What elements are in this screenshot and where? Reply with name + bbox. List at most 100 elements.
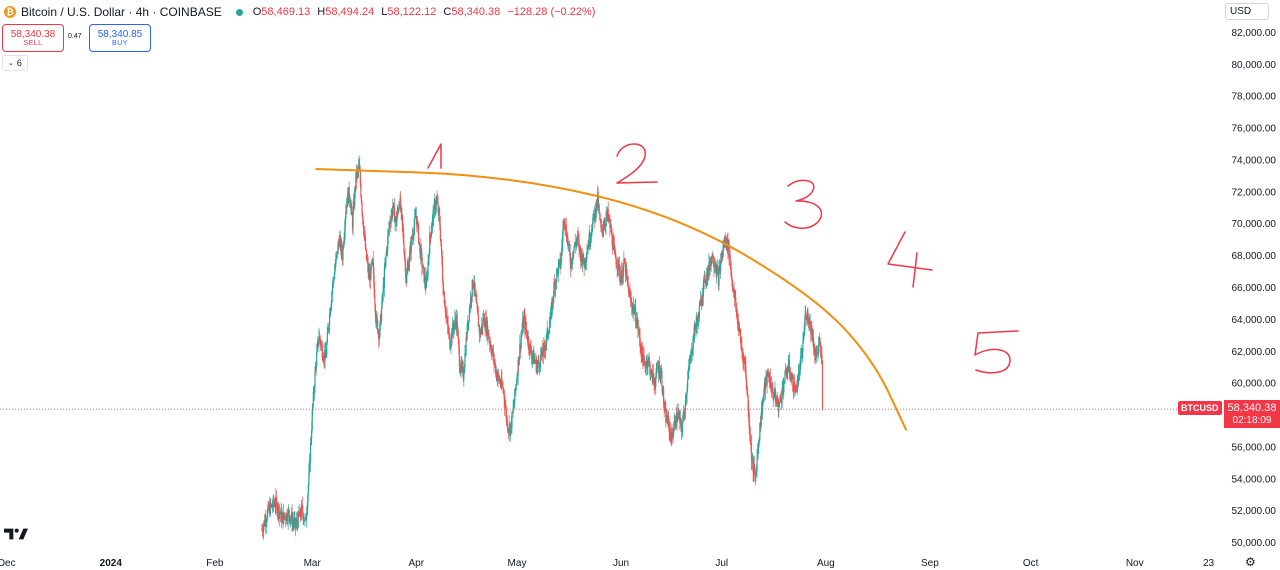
- symbol-title[interactable]: Bitcoin / U.S. Dollar · 4h · COINBASE: [21, 5, 222, 19]
- candle-body: [521, 330, 523, 335]
- candle: [666, 408, 668, 423]
- candle: [441, 256, 444, 284]
- buy-button[interactable]: 58,340.85 BUY: [89, 24, 151, 52]
- currency-select[interactable]: USD: [1225, 3, 1269, 20]
- candle: [384, 257, 387, 270]
- gear-icon[interactable]: ⚙: [1245, 555, 1256, 569]
- candle: [444, 300, 446, 308]
- time-tick-label: Jun: [613, 558, 629, 569]
- candle-body: [406, 272, 408, 283]
- candle-body: [360, 183, 362, 197]
- candle-body: [614, 250, 616, 252]
- candle-body: [771, 383, 773, 387]
- handwritten-number-4[interactable]: 4: [0, 0, 933, 288]
- candle-body: [593, 213, 595, 215]
- candle: [592, 213, 594, 225]
- candle-body: [744, 359, 746, 365]
- candle: [280, 503, 283, 529]
- annotations-layer[interactable]: 12345: [0, 0, 1019, 431]
- candle: [461, 356, 463, 373]
- candle-body: [785, 368, 787, 374]
- candle-body: [408, 262, 410, 270]
- candle-body: [404, 257, 406, 263]
- candle-body: [283, 512, 285, 524]
- candle-body: [330, 308, 332, 315]
- candle: [702, 279, 704, 306]
- handwritten-number-2[interactable]: 2: [0, 0, 658, 184]
- candle: [615, 253, 617, 270]
- candle-body: [410, 238, 412, 253]
- candle-body: [536, 366, 538, 373]
- price-tick-label: 52,000.00: [1232, 506, 1277, 517]
- candle: [312, 404, 314, 418]
- candle: [444, 299, 446, 318]
- candle-body: [565, 224, 567, 236]
- candle-body: [680, 418, 682, 424]
- candle: [293, 511, 295, 530]
- candle-body: [563, 221, 566, 226]
- candle-body: [615, 257, 617, 265]
- handwritten-number-1[interactable]: 1: [0, 0, 442, 169]
- candle: [547, 327, 549, 340]
- candle-body: [423, 267, 425, 283]
- candle-body: [537, 364, 539, 367]
- candle-body: [308, 472, 310, 486]
- candle-body: [567, 237, 569, 246]
- candle-body: [555, 280, 557, 289]
- time-tick-label: Aug: [817, 558, 835, 569]
- candle: [603, 217, 605, 230]
- candle-body: [366, 259, 368, 262]
- candle-body: [326, 343, 328, 355]
- candle: [515, 384, 517, 397]
- candle: [349, 197, 351, 209]
- candle: [575, 236, 577, 251]
- candle-body: [595, 211, 597, 218]
- tradingview-logo-icon[interactable]: [4, 527, 28, 541]
- annotation-arc[interactable]: [315, 168, 908, 431]
- candle-body: [770, 383, 773, 392]
- candle-body: [603, 224, 605, 229]
- candle: [735, 289, 737, 312]
- sell-button[interactable]: 58,340.38 SELL: [2, 24, 64, 52]
- candle: [339, 231, 341, 247]
- candle-body: [280, 509, 283, 522]
- candle-body: [525, 329, 528, 332]
- candle-body: [626, 268, 628, 276]
- handwritten-number-3[interactable]: 3: [0, 0, 823, 229]
- candle: [476, 293, 478, 305]
- handwritten-number-5[interactable]: 5: [0, 0, 1019, 374]
- candle: [477, 306, 479, 327]
- candle: [533, 353, 535, 365]
- candle: [322, 352, 324, 361]
- candle: [604, 217, 606, 232]
- candle-body: [475, 295, 477, 302]
- candle-body: [783, 383, 785, 392]
- indicators-toggle-button[interactable]: ⌄ 6: [2, 55, 28, 71]
- candle-body: [736, 310, 738, 313]
- candle-body: [633, 305, 635, 314]
- candle-body: [755, 471, 758, 473]
- candle-body: [382, 284, 384, 295]
- candle-body: [678, 414, 680, 416]
- time-tick-label: Sep: [921, 558, 939, 569]
- candle-body: [627, 285, 629, 289]
- candle-body: [354, 189, 356, 206]
- candle-body: [453, 324, 455, 330]
- candle-body: [517, 359, 519, 377]
- candle-body: [334, 267, 336, 272]
- candle-body: [703, 277, 705, 283]
- candle-body: [693, 324, 695, 340]
- candle-body: [335, 259, 337, 268]
- candle: [269, 498, 271, 518]
- candle-body: [530, 347, 532, 354]
- price-axis[interactable]: 50,000.0052,000.0054,000.0056,000.0058,0…: [1232, 28, 1277, 549]
- open-value: 58,469.13: [261, 6, 311, 18]
- candle: [671, 423, 673, 445]
- time-axis[interactable]: Dec 2024 Feb Mar Apr May Jun Jul Aug Sep Oct Nov 23: [0, 558, 1215, 569]
- candle-body: [292, 520, 294, 526]
- candle-body: [663, 404, 665, 409]
- candle-body: [669, 429, 671, 435]
- candle-body: [296, 519, 298, 523]
- candle-body: [653, 380, 655, 382]
